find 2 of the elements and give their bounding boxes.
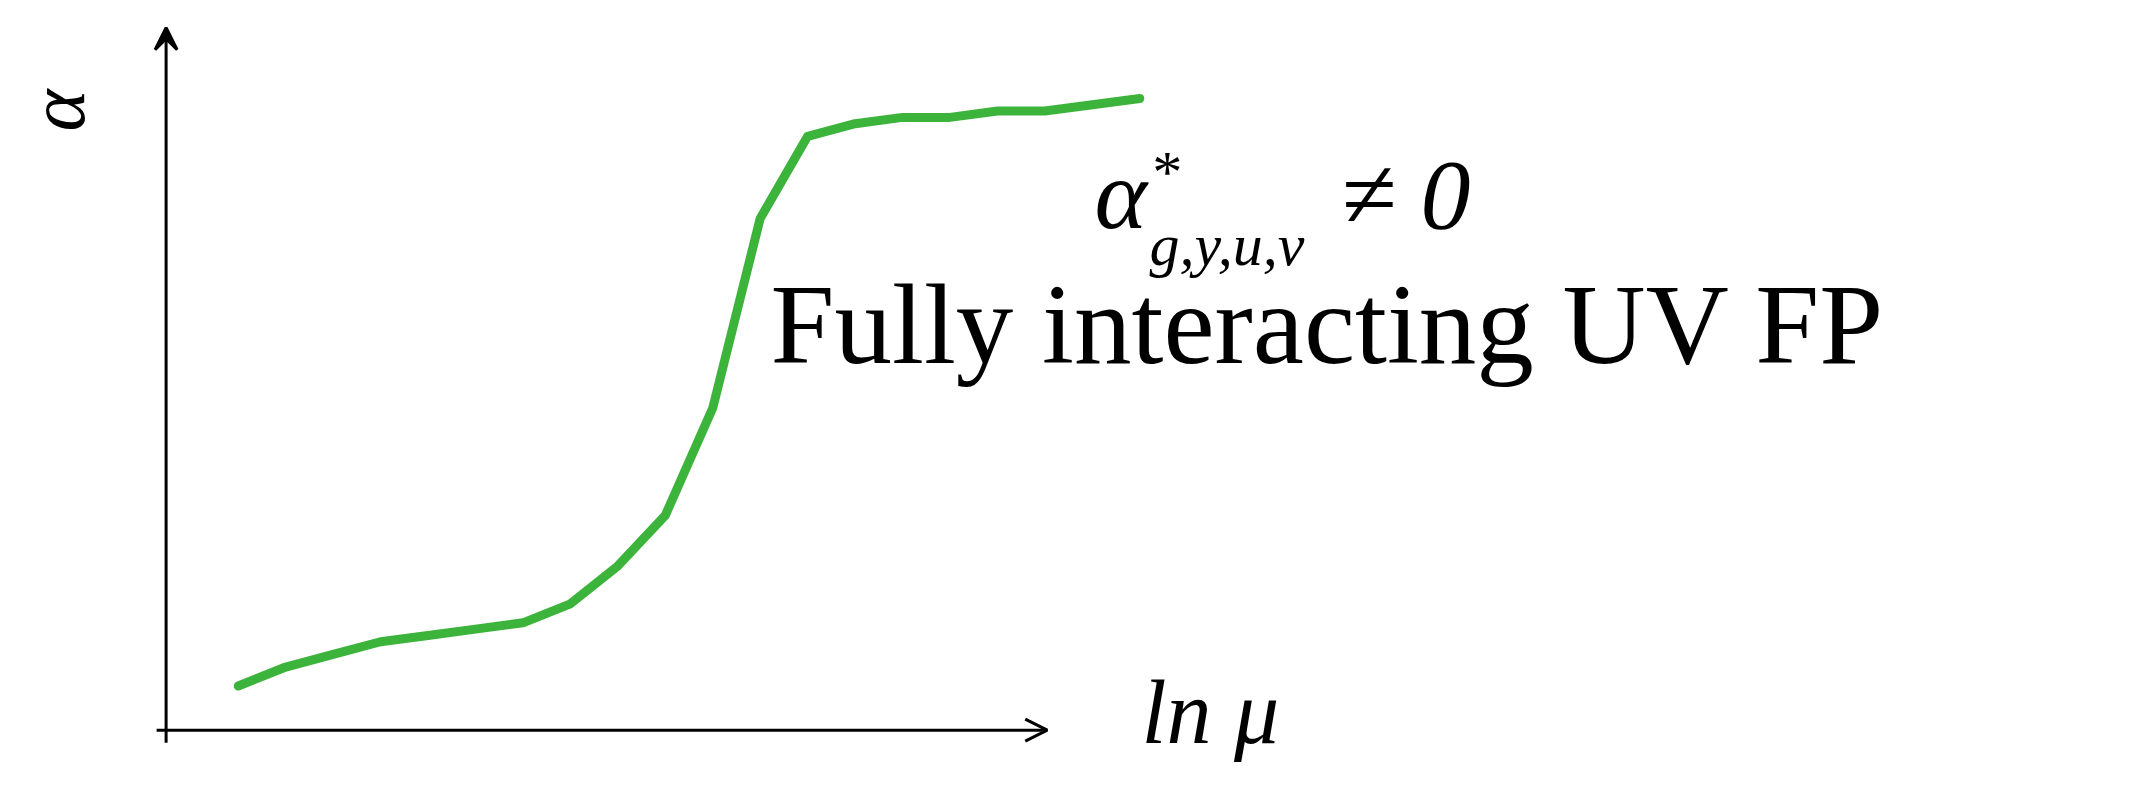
y-axis-title: α <box>12 87 101 132</box>
x-axis-title: ln μ <box>1141 662 1280 762</box>
